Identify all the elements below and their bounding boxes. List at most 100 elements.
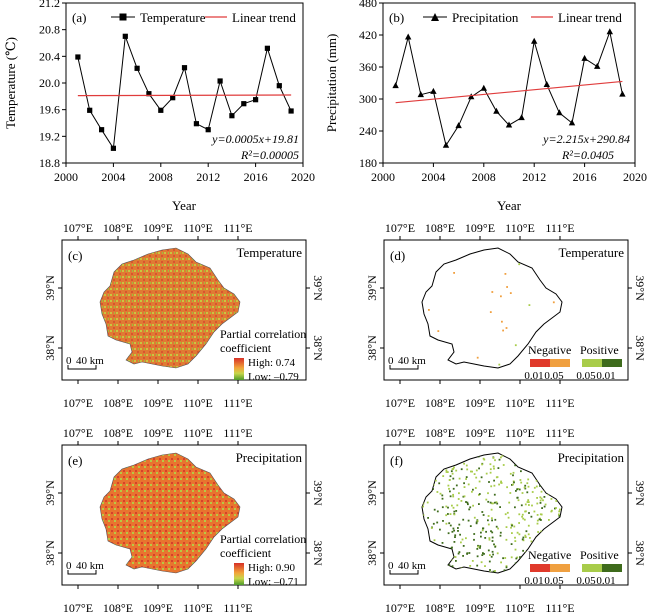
panel-b-ytick-label: 420 <box>359 28 377 42</box>
map-f-bottom-lon-label: 110°E <box>505 601 535 615</box>
panel-a-ytick-label: 20.4 <box>39 49 60 63</box>
map-d-bottom-lon-label: 107°E <box>385 396 415 410</box>
panel-a-xtick-label: 2000 <box>54 170 78 184</box>
map-d-legend-tick: 0.05 <box>544 370 564 382</box>
panel-a-equation: y=0.0005x+19.81 <box>211 132 299 146</box>
map-d-scale-zero: 0 <box>388 355 394 367</box>
panel-b-xtick-label: 2000 <box>371 170 395 184</box>
panel-a-ytick-label: 20.8 <box>39 23 60 37</box>
panel-a-xtick-label: 2020 <box>291 170 315 184</box>
panel-b: (b) Precipitation Linear trend 2000 2004 2… <box>324 0 647 213</box>
panel-b-xtick-label: 2008 <box>472 170 496 184</box>
map-e-bottom-lon-label: 109°E <box>143 601 173 615</box>
map-e-color-ramp <box>234 563 244 585</box>
panel-b-xtick-label: 2012 <box>522 170 546 184</box>
map-d-title: Temperature <box>559 245 625 260</box>
map-f-bottom-lon-label: 107°E <box>385 601 415 615</box>
panel-b-point <box>455 122 462 129</box>
map-e-legend-title-2: coefficient <box>220 546 272 560</box>
map-c-legend-title-1: Partial correlation <box>220 327 306 341</box>
panel-a-ytick-label: 20.0 <box>39 76 60 90</box>
map-f-frame <box>383 444 629 586</box>
panel-a-marks <box>75 33 294 151</box>
map-e-frame <box>61 444 307 586</box>
panel-a-point <box>205 127 211 133</box>
map-d-top-lon-label: 107°E <box>385 221 415 235</box>
panel-b-point <box>543 81 550 87</box>
panel-a-label: (a) <box>72 10 86 25</box>
panel-b-ytick-label: 300 <box>359 92 377 106</box>
panel-a-xtick-label: 2016 <box>244 170 268 184</box>
map-c-bottom-lon-label: 107°E <box>63 396 93 410</box>
map-e-left-lat-label: 38°N <box>43 540 57 566</box>
map-f-legend-swatch <box>550 564 570 572</box>
panel-b-legend-trend: Linear trend <box>558 10 622 25</box>
panel-b-point <box>417 91 424 98</box>
map-c-scale-zero: 0 <box>66 355 72 367</box>
map-f-right-lat-label: 39°N <box>633 480 647 506</box>
panel-a-point <box>288 108 294 114</box>
panel-a-axes: 2000 2004 2008 2012 2016 2020 18.8 19.2 19.6 20.0… <box>39 0 315 184</box>
map-e-top-lon-label: 110°E <box>183 426 213 440</box>
map-e-bottom-lon-label: 108°E <box>103 601 133 615</box>
map-c-right-lat-label: 39°N <box>311 275 325 301</box>
panel-a-point <box>241 101 247 107</box>
map-d-bottom-lon-label: 111°E <box>545 396 574 410</box>
map-e-scale-zero: 0 <box>66 560 72 572</box>
panel-b-trend-line <box>395 80 623 104</box>
map-d-legend-positive: Positive <box>580 343 619 357</box>
panel-b-xtick-label: 2004 <box>421 170 445 184</box>
panel-b-axes: 2000 2004 2008 2012 2016 2020 180 240 300 360 420 4… <box>359 0 647 184</box>
panel-b-point <box>480 84 487 91</box>
panel-b-label: (b) <box>389 10 404 25</box>
map-f-legend-tick: 0.01 <box>524 575 543 587</box>
panel-a-point <box>75 54 81 60</box>
map-e-right-lat-label: 38°N <box>311 540 325 566</box>
map-e-legend-high: High: 0.90 <box>248 562 296 574</box>
panel-b-point <box>468 93 475 100</box>
panel-a: (a) Temperature Linear trend 2000 2004 200… <box>3 0 315 213</box>
map-e-bottom-lon-label: 107°E <box>63 601 93 615</box>
map-d-label: (d) <box>390 248 405 263</box>
map-d-legend-tick: 0.01 <box>524 370 543 382</box>
panel-a-point <box>253 97 259 103</box>
map-c-right-lat-label: 38°N <box>311 335 325 361</box>
map-f-top-lon-label: 111°E <box>545 426 574 440</box>
map-d-legend-negative: Negative <box>528 343 571 357</box>
map-e-right-lat-label: 39°N <box>311 480 325 506</box>
map-f-legend-swatch <box>582 564 602 572</box>
map-c-top-lon-label: 110°E <box>183 221 213 235</box>
map-d-legend-swatch <box>530 359 550 367</box>
panel-a-xtick-label: 2004 <box>101 170 125 184</box>
map-panel-d: 107°E 108°E 109°E 110°E 111°E 107°E 108°E 109°E… <box>365 221 647 410</box>
map-c-bottom-lon-label: 110°E <box>183 396 213 410</box>
panel-b-point <box>392 82 399 89</box>
panel-a-point <box>87 107 93 113</box>
panel-a-point <box>146 91 152 97</box>
map-f-right-lat-label: 38°N <box>633 540 647 566</box>
map-e-legend-low: Low: –0.71 <box>248 576 299 588</box>
map-d-scale-unit: 40 km <box>398 355 426 367</box>
map-e-scale-bar <box>67 570 97 575</box>
map-panel-e: 107°E 108°E 109°E 110°E 111°E 107°E 108°E 109°E… <box>43 426 325 615</box>
panel-b-point <box>606 28 613 35</box>
panel-a-xtick-label: 2008 <box>149 170 173 184</box>
map-c-bottom-lon-label: 108°E <box>103 396 133 410</box>
map-f-title: Precipitation <box>558 450 625 465</box>
map-d-legend-swatch <box>582 359 602 367</box>
map-d-top-lon-label: 108°E <box>425 221 455 235</box>
panel-a-point <box>110 145 116 151</box>
panel-a-point <box>193 121 199 127</box>
map-f-left-lat-label: 38°N <box>365 540 379 566</box>
map-f-scale-bar <box>389 570 419 575</box>
panel-b-ylabel: Precipitation (mm) <box>324 34 339 133</box>
map-f-legend-tick: 0.05 <box>576 575 596 587</box>
panel-b-point <box>556 109 563 116</box>
map-c-top-lon-label: 108°E <box>103 221 133 235</box>
panel-a-legend-trend: Linear trend <box>232 10 296 25</box>
panel-b-ytick-label: 360 <box>359 60 377 74</box>
panel-a-point <box>264 45 270 51</box>
map-d-left-lat-label: 39°N <box>365 275 379 301</box>
map-e-bottom-lon-label: 110°E <box>183 601 213 615</box>
